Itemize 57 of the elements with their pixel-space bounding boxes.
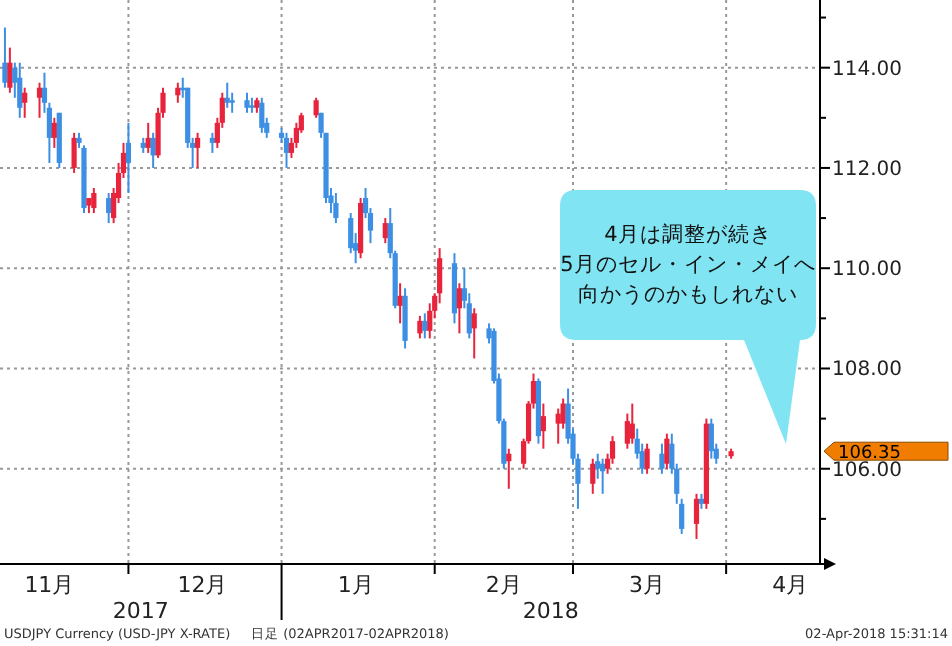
x-tick-label: 11月 [24, 572, 75, 598]
candlestick [106, 192, 112, 225]
candlestick [506, 447, 512, 490]
text: 2017 [112, 598, 169, 624]
candlestick [22, 86, 28, 119]
candlestick [145, 121, 151, 154]
candlestick [417, 314, 423, 340]
candlestick [540, 402, 546, 450]
annotation: 向かうのかもしれない [578, 283, 798, 308]
y-tick-label: 112.00 [832, 158, 902, 181]
x-tick-label: 12月 [177, 572, 228, 598]
candlestick [644, 442, 650, 475]
candlestick [224, 81, 230, 109]
annotation: 4月は調整が続き [604, 221, 772, 248]
candlestick [664, 432, 670, 470]
candlestick [629, 402, 635, 445]
candlestick [382, 217, 388, 245]
text: 106.35 [838, 443, 901, 464]
candlestick [91, 187, 97, 215]
candlestick [194, 131, 201, 169]
candlestick [244, 91, 250, 114]
candlestick [17, 61, 23, 119]
candlestick [422, 312, 428, 340]
candlestick [71, 131, 77, 174]
candlestick [283, 131, 290, 169]
candlestick [456, 282, 462, 335]
candlestick [125, 121, 132, 195]
candlestick [36, 81, 43, 119]
candlestick [600, 457, 606, 495]
candlestick [7, 46, 13, 94]
candlestick [693, 492, 700, 540]
candlestick [555, 407, 561, 445]
annotation: 5月のセル・イン・メイへ [560, 253, 816, 278]
text: 2018 [522, 598, 579, 624]
y-tick-label: 108.00 [832, 359, 902, 382]
candlestick [313, 96, 319, 119]
candlestick [708, 417, 714, 460]
candlestick [624, 412, 630, 450]
candlestick [590, 457, 596, 495]
candlestick [348, 212, 354, 255]
x-tick-label: 2月 [485, 572, 522, 598]
x-tick-label: 3月 [629, 572, 666, 598]
candlestick [402, 287, 408, 350]
x-tick-label: 4月 [772, 572, 809, 598]
candlestick [259, 96, 265, 134]
candlestick [175, 81, 181, 104]
candlestick [51, 116, 57, 149]
candlestick [229, 91, 235, 114]
candlestick [2, 26, 8, 89]
y-tick-label: 114.00 [832, 58, 902, 81]
x-tick-label: 1月 [337, 572, 374, 598]
candlestick [471, 307, 477, 360]
candlestick [659, 442, 665, 475]
y-tick-label: 110.00 [832, 259, 902, 282]
candlestick [333, 192, 339, 225]
y-tick-label: 106.00 [832, 459, 902, 482]
candlestick [209, 131, 216, 154]
